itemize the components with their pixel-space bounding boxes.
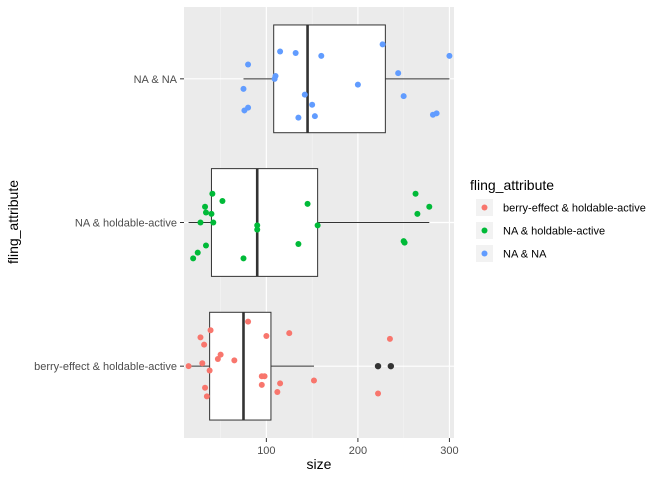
data-point [190,255,197,262]
data-point [258,373,265,380]
box-group [243,24,450,134]
box-group [188,311,395,421]
data-point [301,91,308,98]
data-point [202,203,209,210]
x-tick-label: 200 [349,445,367,457]
legend-label: NA & NA [503,249,547,261]
legend-title: fling_attribute [470,177,554,193]
data-point [214,355,221,362]
data-point [202,209,209,216]
data-point [304,200,311,207]
data-point [194,249,201,256]
data-point [241,107,248,114]
y-axis-title: fling_attribute [5,180,21,264]
data-point [208,210,215,217]
x-tick-label: 300 [440,445,458,457]
data-point [414,210,421,217]
outlier-point [387,362,395,370]
data-point [295,114,302,121]
legend-swatch [481,204,488,211]
data-point [314,222,321,229]
legend-entry: NA & holdable-active [476,222,605,239]
data-point [429,111,436,118]
data-point [401,239,408,246]
data-point [354,81,361,88]
data-point [199,360,206,367]
axis-ticks [180,78,450,442]
outlier-point [374,362,382,370]
y-tick-labels: berry-effect & holdable-active NA & holda… [34,74,178,373]
data-point [254,226,261,233]
data-point [310,377,317,384]
data-point [209,190,216,197]
data-point [446,52,453,59]
legend-label: NA & holdable-active [503,226,605,238]
jitter-points [185,41,453,400]
data-point [197,334,204,341]
data-point [309,101,316,108]
data-point [202,242,209,249]
data-point [263,332,270,339]
data-point [185,363,192,370]
data-point [217,351,224,358]
data-point [412,190,419,197]
data-point [386,335,393,342]
data-point [203,393,210,400]
data-point [245,61,252,68]
data-point [311,113,318,120]
y-tick-label: NA & holdable-active [75,218,177,230]
data-point [201,341,208,348]
data-point [375,390,382,397]
data-point [254,222,261,229]
data-point [292,49,299,56]
data-point [400,93,407,100]
data-point [295,241,302,248]
legend: fling_attribute berry-effect & holdable-… [470,177,646,262]
data-point [395,70,402,77]
data-point [206,367,213,374]
x-tick-label: 100 [257,445,275,457]
legend-swatch [481,250,488,257]
data-point [274,389,281,396]
legend-entries: berry-effect & holdable-active NA & holda… [476,199,646,262]
data-point [219,197,226,204]
data-point [318,52,325,59]
data-point [277,380,284,387]
data-point [286,330,293,337]
data-point [231,357,238,364]
boxes [188,24,450,421]
data-point [210,219,217,226]
legend-entry: NA & NA [476,245,547,262]
data-point [240,255,247,262]
data-point [240,85,247,92]
data-point [245,318,252,325]
data-point [197,219,204,226]
box-iqr [273,24,386,134]
data-point [271,75,278,82]
data-point [202,384,209,391]
data-point [426,203,433,210]
data-point [277,48,284,55]
legend-swatch [481,227,488,234]
legend-label: berry-effect & holdable-active [503,203,646,215]
data-point [379,41,386,48]
box-iqr [210,168,319,277]
legend-entry: berry-effect & holdable-active [476,199,646,216]
y-tick-label: NA & NA [134,74,178,86]
box-iqr [209,311,272,421]
data-point [258,381,265,388]
x-tick-labels: 100 200 300 [257,445,458,457]
box-group [188,168,430,277]
x-axis-title: size [307,456,332,472]
y-tick-label: berry-effect & holdable-active [34,361,177,373]
data-point [207,327,214,334]
